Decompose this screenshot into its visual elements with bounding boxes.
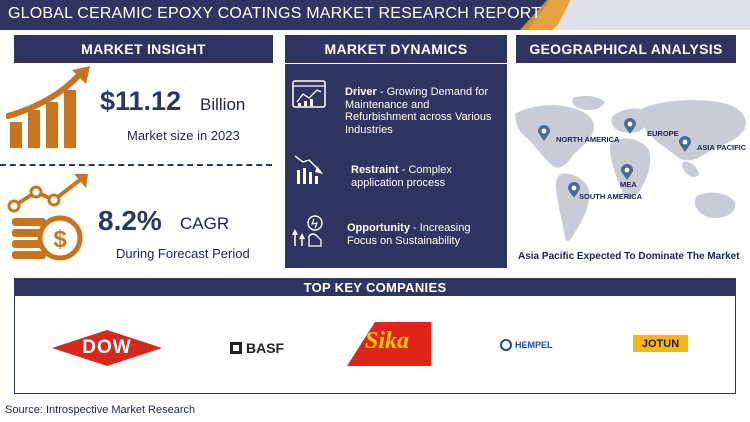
market-size-value: $11.12 — [100, 86, 182, 116]
restraint-description: - Complex application process — [351, 164, 452, 189]
market-size-unit: Billion — [200, 95, 246, 114]
market-size-caption: Market size in 2023 — [127, 128, 240, 143]
restraint-text: Restraint - Complex application process — [351, 164, 501, 189]
dashboard-icon — [292, 80, 326, 108]
europe-pin-icon — [624, 118, 636, 134]
market-dynamics-panel: Driver - Growing Demand for Maintenance … — [285, 64, 507, 268]
report-title: GLOBAL CERAMIC EPOXY COATINGS MARKET RES… — [8, 5, 542, 22]
title-bar-light-strip — [555, 0, 750, 30]
money-growth-icon: $ — [7, 174, 88, 261]
declining-bars-icon — [294, 155, 323, 184]
opportunity-icon — [292, 215, 323, 247]
driver-description: - Growing Demand for Maintenance and Ref… — [345, 86, 492, 136]
cagr-value: 8.2% — [98, 205, 162, 236]
market-dynamics-header: MARKET DYNAMICS — [285, 35, 507, 63]
top-companies-header: TOP KEY COMPANIES — [14, 278, 736, 296]
dow-diamond-icon — [52, 330, 162, 366]
basf-logo-text: BASF — [246, 340, 285, 356]
dow-logo: DOW — [52, 330, 162, 366]
opportunity-label: Opportunity — [347, 222, 410, 234]
region-north-america: NORTH AMERICA — [556, 135, 620, 144]
hempel-circle-icon — [500, 339, 512, 351]
region-south-america: SOUTH AMERICA — [579, 192, 643, 201]
basf-logo: BASF — [230, 340, 284, 356]
opportunity-text: Opportunity - Increasing Focus on Sustai… — [347, 222, 501, 247]
title-bar-background — [0, 0, 550, 30]
region-mea: MEA — [620, 180, 637, 189]
sika-logo: Sika — [347, 322, 437, 366]
south-america-pin-icon — [568, 182, 580, 198]
region-europe: EUROPE — [647, 129, 679, 138]
region-asia-pacific: ASIA PACIFIC — [697, 143, 747, 152]
title-bar: GLOBAL CERAMIC EPOXY COATINGS MARKET RES… — [0, 0, 750, 30]
svg-text:$: $ — [53, 226, 67, 253]
dow-logo-text: DOW — [82, 337, 132, 358]
world-map-shape — [515, 95, 746, 241]
mea-pin-icon — [621, 164, 633, 180]
driver-text: Driver - Growing Demand for Maintenance … — [345, 86, 503, 136]
north-america-pin-icon — [538, 125, 550, 141]
growth-chart-icon — [6, 66, 90, 148]
jotun-logo: JOTUN — [633, 335, 688, 352]
source-note: Source: Introspective Market Research — [5, 404, 196, 416]
hempel-logo: HEMPEL — [500, 338, 553, 352]
restraint-label: Restraint — [351, 164, 399, 176]
asia-pacific-pin-icon — [679, 136, 691, 152]
geo-conclusion: Asia Pacific Expected To Dominate The Ma… — [518, 251, 740, 262]
market-insight-header: MARKET INSIGHT — [14, 35, 273, 63]
jotun-logo-text: JOTUN — [641, 337, 680, 350]
sika-shape-icon — [347, 322, 431, 366]
hempel-logo-text: HEMPEL — [515, 340, 553, 350]
cagr-label: CAGR — [180, 214, 230, 233]
opportunity-description: - Increasing Focus on Sustainability — [347, 222, 471, 247]
cagr-caption: During Forecast Period — [116, 246, 250, 261]
insight-divider — [0, 164, 272, 166]
world-map: NORTH AMERICA EUROPE ASIA PACIFIC MEA SO… — [513, 92, 750, 250]
geographical-analysis-header: GEOGRAPHICAL ANALYSIS — [516, 35, 736, 63]
sika-logo-text: Sika — [365, 328, 410, 354]
basf-square-icon — [230, 342, 242, 354]
driver-label: Driver — [345, 86, 377, 98]
